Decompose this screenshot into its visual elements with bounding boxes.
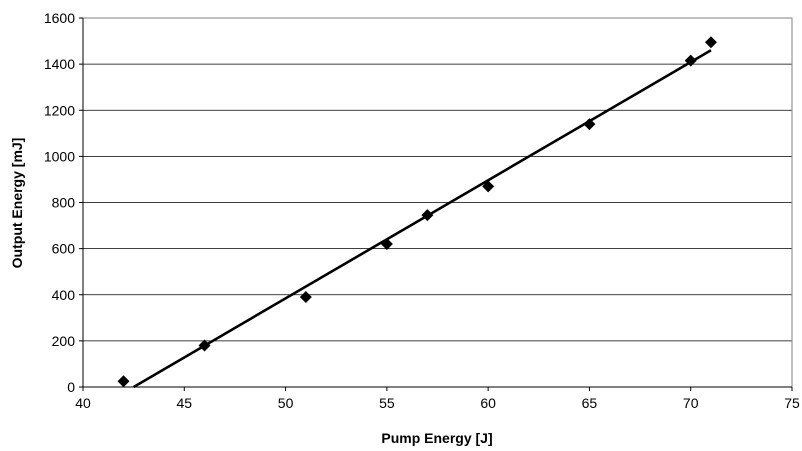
data-point xyxy=(583,118,596,131)
x-tick-label: 40 xyxy=(75,395,91,411)
y-tick-labels: 0 200 400 600 800 1000 1200 1400 1600 xyxy=(44,10,75,395)
data-point xyxy=(684,54,697,67)
x-tick-label: 65 xyxy=(582,395,598,411)
x-tick-label: 50 xyxy=(278,395,294,411)
x-tick-label: 70 xyxy=(683,395,699,411)
y-axis-title: Output Energy [mJ] xyxy=(9,138,25,269)
x-tick-label: 60 xyxy=(480,395,496,411)
y-tick-label: 200 xyxy=(52,333,76,349)
data-point xyxy=(380,238,393,251)
data-point xyxy=(482,180,495,193)
gridlines xyxy=(83,63,792,342)
x-tick-label: 55 xyxy=(379,395,395,411)
trendline-line xyxy=(132,49,712,389)
y-tick-label: 400 xyxy=(52,287,76,303)
x-tick-label: 75 xyxy=(784,395,800,411)
x-axis-title: Pump Energy [J] xyxy=(381,430,492,446)
data-point xyxy=(117,375,130,388)
data-point xyxy=(198,339,211,352)
data-points xyxy=(117,36,717,388)
y-tick-label: 1600 xyxy=(44,10,75,26)
data-point xyxy=(704,36,717,49)
x-tick-labels: 40 45 50 55 60 65 70 75 xyxy=(75,395,800,411)
y-tick-label: 1400 xyxy=(44,56,75,72)
y-tick-label: 0 xyxy=(67,379,75,395)
y-tick-label: 1200 xyxy=(44,102,75,118)
y-tick-label: 1000 xyxy=(44,148,75,164)
y-tick-label: 800 xyxy=(52,195,76,211)
data-point xyxy=(299,291,312,304)
trendline xyxy=(132,49,712,389)
x-tick-label: 45 xyxy=(176,395,192,411)
axes xyxy=(79,17,793,391)
y-tick-label: 600 xyxy=(52,241,76,257)
data-point xyxy=(421,209,434,222)
